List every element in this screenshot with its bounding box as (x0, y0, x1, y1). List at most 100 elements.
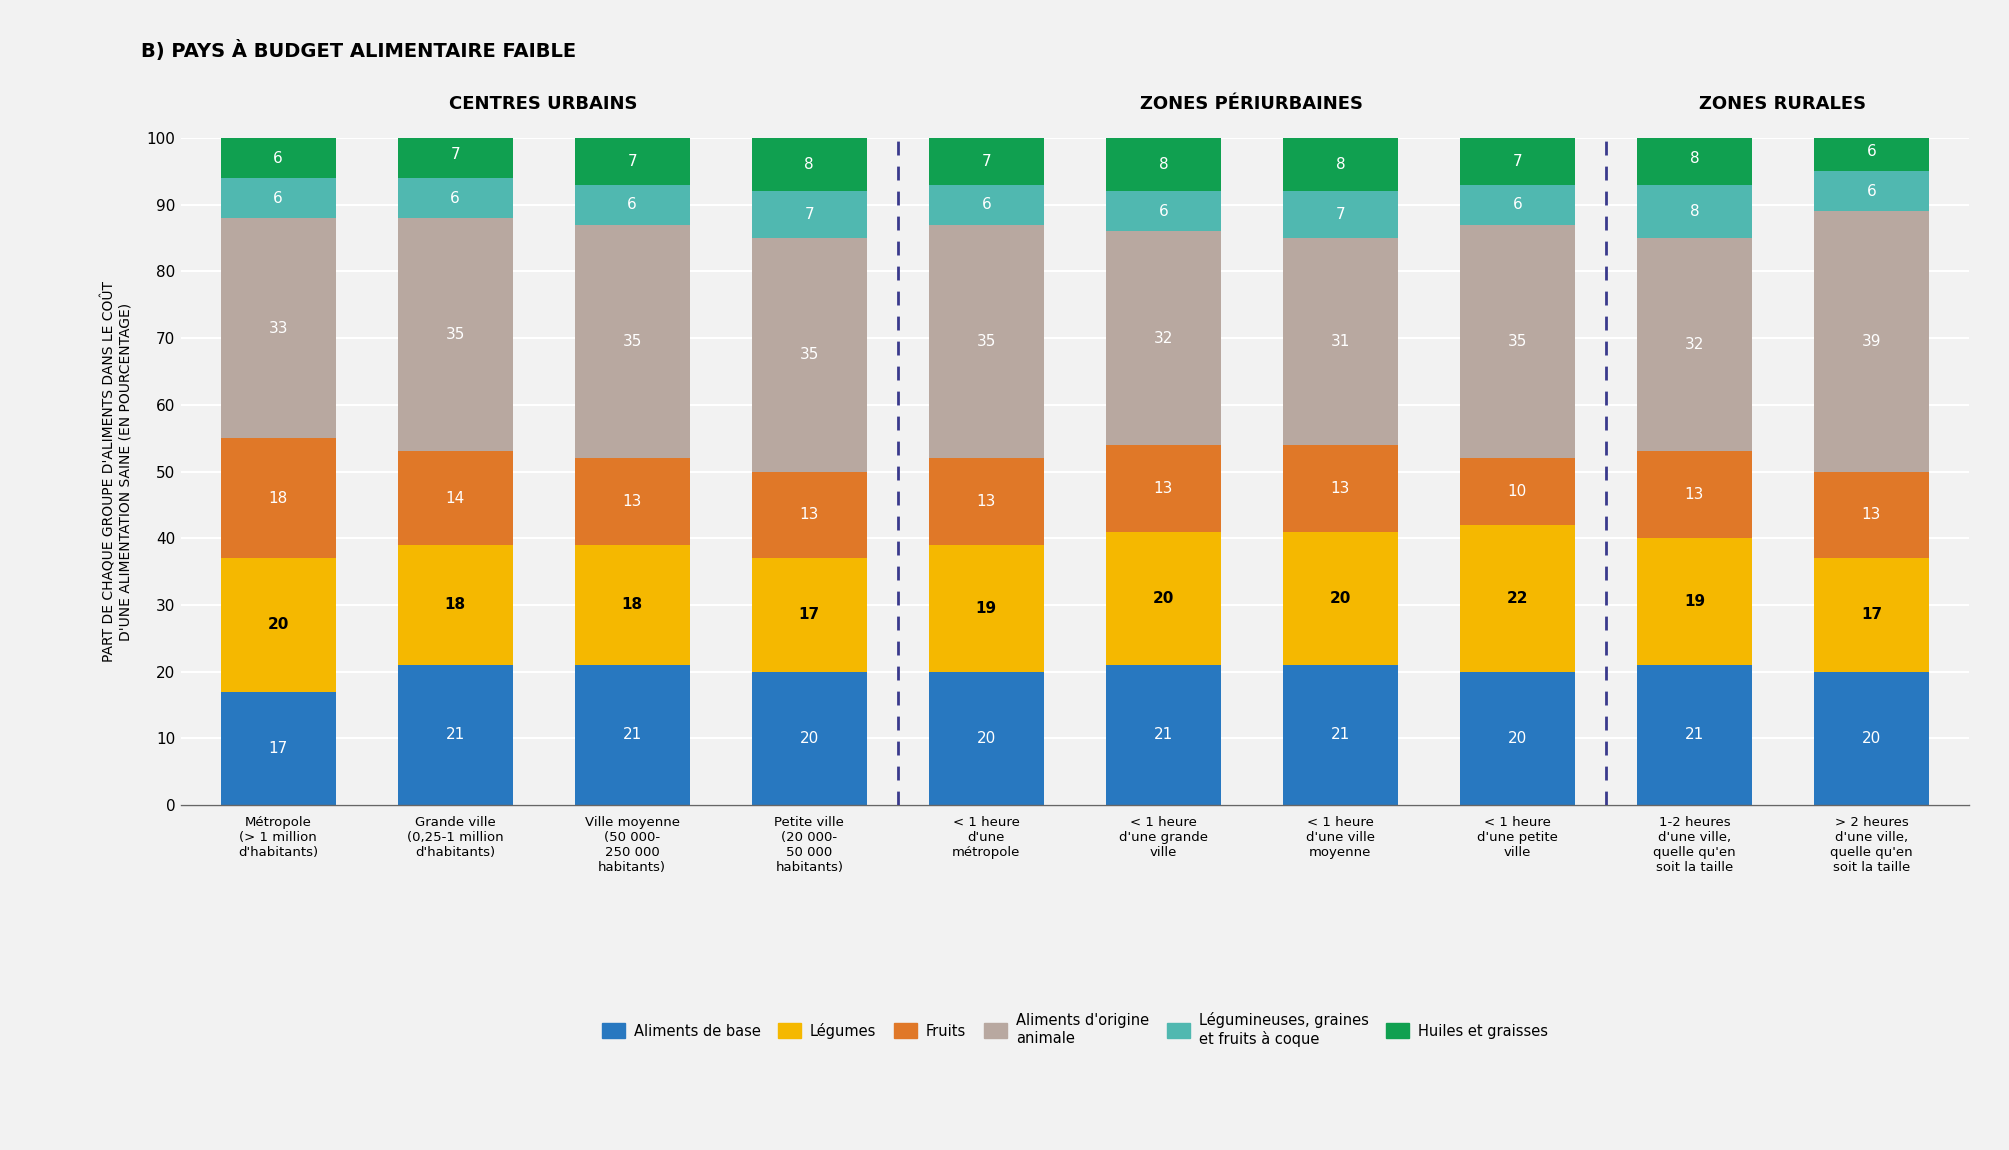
Text: 6: 6 (627, 197, 637, 213)
Text: 32: 32 (1153, 330, 1173, 346)
Bar (398, 452, 512, 545)
Bar (1284, 445, 1398, 531)
Bar (1105, 231, 1221, 445)
Text: 6: 6 (450, 191, 460, 206)
Bar (1637, 238, 1752, 452)
Text: 7: 7 (804, 207, 814, 222)
Text: 20: 20 (1509, 730, 1527, 746)
Bar (1284, 138, 1398, 191)
Bar (1461, 224, 1575, 458)
Bar (1105, 445, 1221, 531)
Text: 13: 13 (800, 507, 820, 522)
Text: B) PAYS À BUDGET ALIMENTAIRE FAIBLE: B) PAYS À BUDGET ALIMENTAIRE FAIBLE (141, 40, 577, 61)
Bar (1461, 458, 1575, 524)
Bar (1637, 538, 1752, 665)
Text: 31: 31 (1330, 334, 1350, 348)
Text: 21: 21 (1330, 728, 1350, 743)
Bar (928, 224, 1045, 458)
Bar (398, 545, 512, 665)
Bar (1637, 452, 1752, 538)
Text: CENTRES URBAINS: CENTRES URBAINS (450, 95, 639, 113)
Text: 19: 19 (1684, 595, 1706, 610)
Text: 21: 21 (1153, 728, 1173, 743)
Text: 13: 13 (1153, 481, 1173, 496)
Bar (575, 458, 689, 545)
Text: 18: 18 (444, 597, 466, 613)
Text: 8: 8 (1690, 204, 1700, 218)
Text: ZONES PÉRIURBAINES: ZONES PÉRIURBAINES (1141, 95, 1364, 113)
Text: 13: 13 (976, 494, 996, 509)
Text: 35: 35 (976, 334, 996, 348)
Bar (221, 218, 336, 438)
Bar (575, 665, 689, 805)
Bar (398, 131, 512, 178)
Text: 13: 13 (1862, 507, 1880, 522)
Text: 17: 17 (1860, 607, 1882, 622)
Text: 10: 10 (1509, 484, 1527, 499)
Text: 7: 7 (1336, 207, 1346, 222)
Text: 22: 22 (1507, 591, 1529, 606)
Bar (1637, 185, 1752, 238)
Bar (1284, 531, 1398, 665)
Text: 33: 33 (269, 321, 287, 336)
Bar (751, 558, 866, 672)
Text: 13: 13 (623, 494, 643, 509)
Text: 35: 35 (800, 347, 820, 362)
Bar (1105, 531, 1221, 665)
Text: 20: 20 (976, 730, 996, 746)
Text: 7: 7 (627, 154, 637, 169)
Bar (1637, 131, 1752, 185)
Bar (928, 458, 1045, 545)
Text: 6: 6 (273, 191, 283, 206)
Text: 21: 21 (1686, 728, 1704, 743)
Bar (221, 558, 336, 691)
Text: 14: 14 (446, 491, 464, 506)
Bar (398, 218, 512, 452)
Text: 13: 13 (1686, 488, 1704, 503)
Bar (928, 672, 1045, 805)
Bar (221, 691, 336, 805)
Text: 8: 8 (1159, 158, 1167, 172)
Bar (1461, 672, 1575, 805)
Bar (575, 138, 689, 185)
Bar (928, 545, 1045, 672)
Bar (928, 185, 1045, 224)
Bar (1637, 665, 1752, 805)
Bar (751, 138, 866, 191)
Text: 20: 20 (800, 730, 820, 746)
Text: 35: 35 (623, 334, 643, 348)
Text: ZONES RURALES: ZONES RURALES (1700, 95, 1866, 113)
Bar (1814, 672, 1929, 805)
Bar (751, 672, 866, 805)
Bar (1461, 138, 1575, 185)
Text: 18: 18 (269, 491, 287, 506)
Bar (751, 191, 866, 238)
Text: 6: 6 (1513, 197, 1523, 213)
Bar (221, 438, 336, 558)
Text: 20: 20 (267, 618, 289, 633)
Bar (1814, 472, 1929, 558)
Text: 21: 21 (446, 728, 464, 743)
Text: 8: 8 (1690, 151, 1700, 166)
Text: 6: 6 (1866, 184, 1876, 199)
Bar (928, 138, 1045, 185)
Bar (1814, 171, 1929, 212)
Bar (398, 665, 512, 805)
Text: 35: 35 (1507, 334, 1527, 348)
Bar (1284, 191, 1398, 238)
Text: 17: 17 (269, 741, 287, 756)
Text: 17: 17 (800, 607, 820, 622)
Bar (575, 224, 689, 458)
Text: 18: 18 (621, 597, 643, 613)
Y-axis label: PART DE CHAQUE GROUPE D'ALIMENTS DANS LE COÛT
D'UNE ALIMENTATION SAINE (EN POURC: PART DE CHAQUE GROUPE D'ALIMENTS DANS LE… (100, 281, 133, 662)
Text: 6: 6 (982, 197, 990, 213)
Text: 7: 7 (1513, 154, 1523, 169)
Text: 35: 35 (446, 328, 464, 343)
Bar (1461, 524, 1575, 672)
Text: 19: 19 (976, 600, 996, 615)
Bar (1284, 238, 1398, 445)
Text: 32: 32 (1686, 337, 1704, 352)
Text: 6: 6 (273, 151, 283, 166)
Bar (575, 545, 689, 665)
Bar (221, 178, 336, 218)
